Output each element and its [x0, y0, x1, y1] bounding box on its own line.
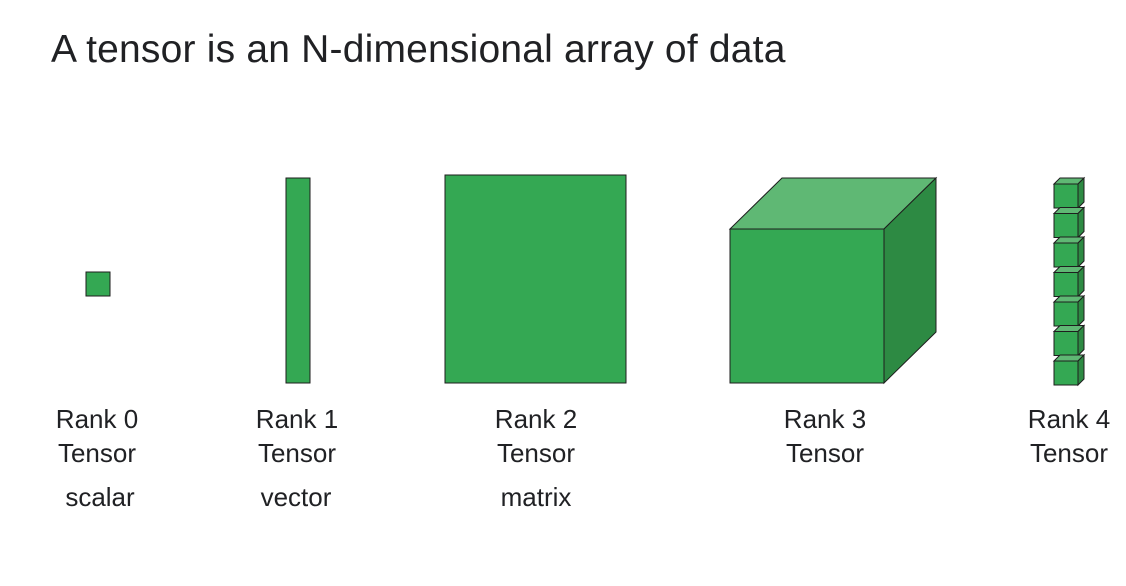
small-cube-front-face: [1053, 272, 1079, 297]
rank-4-label: Rank 4 Tensor: [1028, 402, 1110, 470]
rank-3-rank-text: Rank 3: [783, 404, 867, 434]
small-cube-side-face: [1077, 294, 1085, 328]
rank-2-rank-text: Rank 2: [494, 404, 578, 434]
scalar-shape: [85, 271, 111, 297]
small-cube-side-face: [1077, 324, 1085, 357]
page-title: A tensor is an N-dimensional array of da…: [51, 28, 786, 71]
rank-0-tensor-text: Tensor: [57, 438, 137, 468]
cube-shape: [728, 176, 938, 385]
rank-0-rank-text: Rank 0: [55, 404, 139, 434]
small-cube-front-face: [1053, 242, 1079, 268]
rank-2-label: Rank 2 Tensor: [495, 402, 577, 470]
small-cube: [1052, 353, 1086, 387]
small-cube-side-face: [1077, 206, 1085, 239]
small-cube-side-face: [1077, 176, 1085, 210]
rank-3-tensor-text: Tensor: [785, 438, 865, 468]
vector-shape: [285, 177, 311, 384]
cube-stack-shape: [1052, 176, 1086, 387]
small-cube-front-face: [1053, 183, 1079, 209]
tensor-diagram: [85, 174, 1086, 387]
rank-1-label: Rank 1 Tensor: [256, 402, 338, 470]
rank-2-description: matrix: [500, 482, 572, 512]
rank-4-tensor-text: Tensor: [1029, 438, 1109, 468]
small-cube-side-face: [1077, 265, 1085, 298]
small-cube: [1052, 294, 1086, 328]
rank-1-tensor-text: Tensor: [257, 438, 337, 468]
small-cube-front-face: [1053, 301, 1079, 327]
small-cube: [1052, 265, 1086, 298]
rank-4-rank-text: Rank 4: [1027, 404, 1111, 434]
small-cube: [1052, 206, 1086, 239]
small-cube-side-face: [1077, 235, 1085, 269]
rank-1-description: vector: [260, 482, 332, 512]
small-cube-front-face: [1053, 213, 1079, 238]
small-cube-front-face: [1053, 360, 1079, 386]
small-cube: [1052, 235, 1086, 269]
small-cube: [1052, 176, 1086, 210]
small-cube: [1052, 324, 1086, 357]
rank-3-label: Rank 3 Tensor: [784, 402, 866, 470]
cube-front-face: [729, 228, 885, 384]
rank-2-tensor-text: Tensor: [496, 438, 576, 468]
rank-0-description: scalar: [65, 482, 135, 512]
small-cube-front-face: [1053, 331, 1079, 356]
matrix-shape: [444, 174, 627, 384]
rank-0-label: Rank 0 Tensor: [56, 402, 138, 470]
rank-1-rank-text: Rank 1: [255, 404, 339, 434]
small-cube-side-face: [1077, 353, 1085, 387]
